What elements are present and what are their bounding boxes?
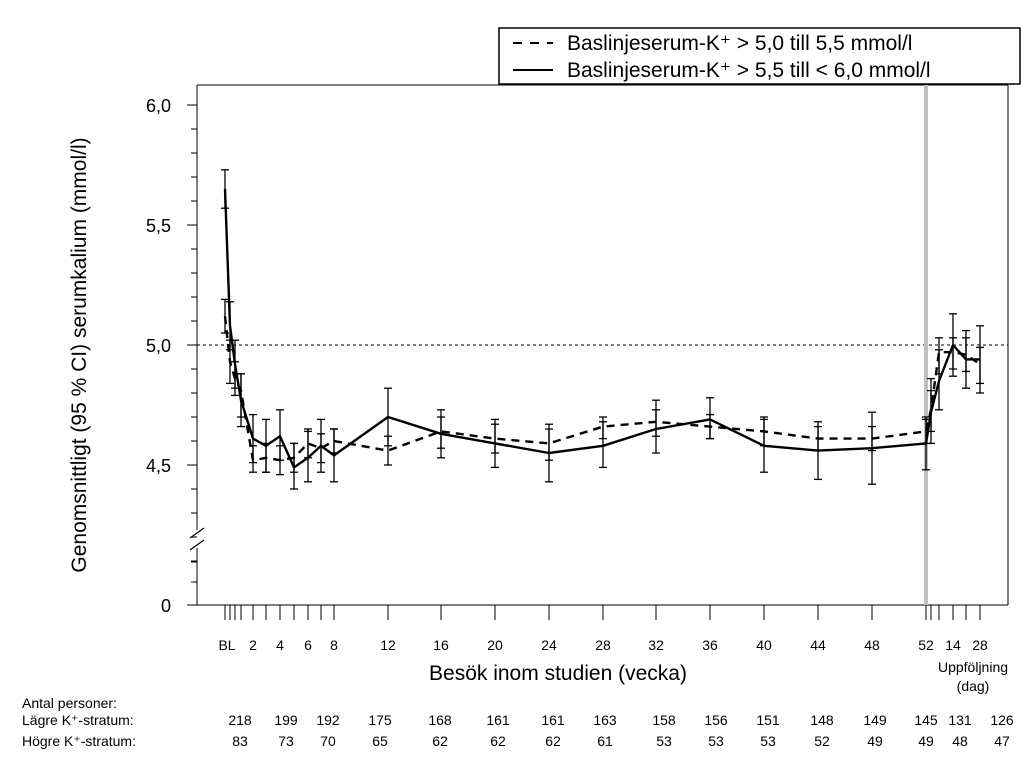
n-value-lower: 149 xyxy=(863,712,887,728)
followup-label-line1: Uppföljning xyxy=(938,659,1008,675)
n-value-lower: 145 xyxy=(914,712,938,728)
y-tick-label: 0 xyxy=(161,596,171,616)
n-value-higher: 62 xyxy=(432,733,448,749)
x-tick-label: 40 xyxy=(756,637,772,653)
error-bar xyxy=(249,415,257,463)
error-bar xyxy=(221,170,229,208)
n-value-higher: 53 xyxy=(760,733,776,749)
n-value-higher: 48 xyxy=(952,733,968,749)
n-value-higher: 53 xyxy=(708,733,724,749)
error-bar xyxy=(652,400,660,453)
n-value-higher: 62 xyxy=(545,733,561,749)
x-tick-label: 52 xyxy=(918,637,934,653)
x-tick-label: 24 xyxy=(541,637,557,653)
n-value-lower: 163 xyxy=(593,712,617,728)
n-value-higher: 53 xyxy=(656,733,672,749)
legend-label-solid: Baslinjeserum-K⁺ > 5,5 till < 6,0 mmol/l xyxy=(567,59,931,82)
n-value-higher: 52 xyxy=(814,733,830,749)
error-bar xyxy=(706,398,714,439)
x-tick-label: 4 xyxy=(276,637,284,653)
n-value-lower: 199 xyxy=(274,712,298,728)
n-values-layer: 218 199 192 175 168 161 161 163 158 156 151 148 149 1… xyxy=(228,712,1014,749)
x-axis-title: Besök inom studien (vecka) xyxy=(429,662,687,685)
n-value-lower: 131 xyxy=(948,712,972,728)
n-value-lower: 158 xyxy=(652,712,676,728)
n-value-higher: 73 xyxy=(278,733,294,749)
n-value-higher: 61 xyxy=(597,733,613,749)
error-bar xyxy=(262,419,270,472)
x-tick-label: 14 xyxy=(945,637,961,653)
n-value-higher: 70 xyxy=(320,733,336,749)
n-value-higher: 49 xyxy=(867,733,883,749)
followup-label-line2: (dag) xyxy=(957,678,990,694)
legend: Baslinjeserum-K⁺ > 5,0 till 5,5 mmol/l B… xyxy=(499,28,1020,84)
n-value-lower: 148 xyxy=(810,712,834,728)
x-tick-label: 20 xyxy=(487,637,503,653)
x-tick-label: 32 xyxy=(648,637,664,653)
n-value-higher: 62 xyxy=(490,733,506,749)
n-row-label-lower: Lägre K⁺-stratum: xyxy=(22,712,134,728)
y-tick-label: 5,0 xyxy=(146,336,171,356)
x-tick-label: BL xyxy=(218,637,235,653)
y-tick-label: 4,5 xyxy=(146,456,171,476)
x-tick-label: 8 xyxy=(330,637,338,653)
x-tick-label: 16 xyxy=(433,637,449,653)
n-value-higher: 47 xyxy=(994,733,1010,749)
error-bar xyxy=(221,299,229,333)
n-value-higher: 83 xyxy=(232,733,248,749)
x-tick-label: 12 xyxy=(380,637,396,653)
n-value-lower: 175 xyxy=(368,712,392,728)
x-tick-label: 28 xyxy=(595,637,611,653)
n-value-lower: 126 xyxy=(990,712,1014,728)
series-layer xyxy=(221,170,984,489)
n-value-lower: 156 xyxy=(704,712,728,728)
y-tick-label: 6,0 xyxy=(146,96,171,116)
n-value-higher: 49 xyxy=(918,733,934,749)
n-value-lower: 218 xyxy=(228,712,252,728)
x-tick-label: 44 xyxy=(810,637,826,653)
error-bar xyxy=(935,350,943,410)
y-tick-label: 5,5 xyxy=(146,216,171,236)
n-row-label-higher: Högre K⁺-stratum: xyxy=(22,733,136,749)
n-value-lower: 192 xyxy=(316,712,340,728)
x-tick-label: 28 xyxy=(972,637,988,653)
n-value-lower: 151 xyxy=(756,712,780,728)
n-value-higher: 65 xyxy=(372,733,388,749)
n-value-lower: 161 xyxy=(541,712,565,728)
y-axis-title: Genomsnittligt (95 % CI) serumkalium (mm… xyxy=(68,137,91,572)
legend-label-dashed: Baslinjeserum-K⁺ > 5,0 till 5,5 mmol/l xyxy=(567,32,912,55)
n-value-lower: 161 xyxy=(486,712,510,728)
x-tick-label: 2 xyxy=(249,637,257,653)
x-tick-label: 36 xyxy=(702,637,718,653)
n-value-lower: 168 xyxy=(428,712,452,728)
n-header: Antal personer: xyxy=(22,695,117,711)
x-tick-label: 48 xyxy=(864,637,880,653)
error-bar xyxy=(330,429,338,482)
x-tick-label: 6 xyxy=(304,637,312,653)
error-bar xyxy=(276,410,284,460)
